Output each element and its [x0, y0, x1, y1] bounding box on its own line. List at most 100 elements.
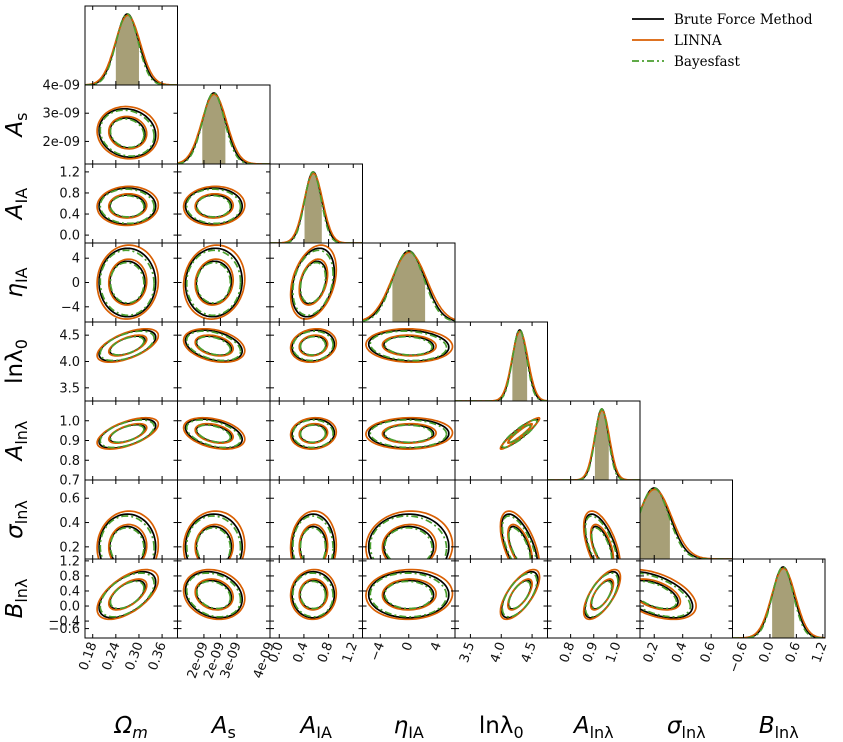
contour-6-4-series-1-level-0: [506, 523, 533, 559]
y-tick-label: 1.2: [59, 165, 80, 180]
y-tick-label: 4e-09: [42, 79, 80, 94]
contour-7-6-series-0-level-1: [640, 571, 694, 619]
contour-5-1-series-1-level-0: [194, 422, 235, 444]
contour-6-3-series-1-level-0: [381, 523, 437, 559]
x-tick-label: 0.6: [783, 640, 804, 665]
x-tick-label: 0.2: [641, 640, 662, 665]
y-tick-label: 0.2: [59, 540, 80, 555]
panel-frame-7-2: [269, 558, 363, 639]
x-tick-label: 0.4: [669, 640, 690, 665]
panel-3-0: [84, 242, 178, 323]
contour-3-1-series-1-level-0: [194, 258, 235, 306]
panel-6-2: [269, 479, 363, 560]
x-axis-label: Blnλ: [759, 713, 799, 742]
x-tick-label: 1.2: [340, 640, 361, 665]
panel-7-0: [84, 558, 178, 639]
panel-3-2: [269, 242, 363, 323]
y-tick-label: 4: [72, 252, 80, 267]
contour-5-0-series-1-level-0: [107, 422, 148, 444]
panel-4-4: [454, 321, 548, 402]
contour-7-3-series-1-level-1: [365, 568, 454, 621]
contour-5-0-series-2-level-1: [99, 419, 155, 449]
credible-band-5: [594, 408, 609, 480]
contour-6-3-series-2-level-0: [383, 526, 433, 559]
y-axis-label: As: [2, 112, 31, 138]
contour-4-2-series-2-level-0: [299, 335, 327, 356]
y-tick-label: 3.5: [59, 381, 80, 396]
marginal-6-series-2: [640, 487, 733, 559]
panel-5-4: [454, 400, 548, 481]
panel-7-5: [547, 558, 641, 639]
contour-2-0-series-0-level-1: [98, 187, 157, 226]
y-axis-label: AIA: [2, 188, 31, 221]
x-axis-label: lnλ0: [479, 713, 524, 742]
contour-6-5-series-2-level-0: [590, 526, 613, 559]
contour-7-5-series-2-level-0: [590, 580, 613, 610]
contour-7-5-series-1-level-0: [589, 578, 615, 611]
contour-7-6-series-2-level-1: [640, 572, 692, 618]
panel-7-3: [362, 558, 456, 639]
contour-2-1-series-0-level-1: [184, 187, 244, 226]
panel-frame-4-0: [84, 321, 178, 402]
contour-6-4-series-2-level-1: [501, 515, 537, 559]
x-tick-label: 0.6: [698, 640, 719, 665]
y-tick-label: 0.4: [59, 208, 80, 223]
contour-2-0-series-1-level-1: [96, 185, 160, 227]
x-tick-label: 1.0: [603, 640, 624, 665]
contour-7-2-series-1-level-0: [298, 578, 329, 611]
marginal-5-series-2: [547, 408, 640, 480]
y-tick-label: 4.0: [59, 355, 80, 370]
contour-6-5-series-1-level-1: [582, 510, 621, 559]
contour-5-3-series-0-level-1: [367, 418, 450, 449]
y-tick-label: −0.6: [48, 622, 80, 637]
y-tick-label: 0.4: [59, 516, 80, 531]
contour-6-2-series-0-level-1: [291, 513, 336, 559]
contour-4-0-series-2-level-1: [99, 330, 155, 362]
marginal-5-series-1: [547, 409, 640, 480]
legend-label-2: Bayesfast: [674, 54, 740, 70]
contour-4-1-series-2-level-0: [196, 335, 232, 356]
contour-3-0-series-2-level-0: [109, 261, 145, 304]
panel-5-0: [84, 400, 178, 481]
contour-3-1-series-0-level-1: [184, 247, 244, 318]
legend-label-0: Brute Force Method: [674, 12, 813, 28]
credible-band-3: [392, 250, 426, 322]
marginal-4-series-1: [455, 330, 548, 401]
contour-5-4-series-1-level-1: [499, 416, 541, 450]
contour-5-2-series-1-level-0: [298, 422, 329, 444]
contour-7-5-series-2-level-1: [584, 572, 619, 618]
contour-5-2-series-1-level-1: [289, 416, 338, 450]
panel-5-2: [269, 400, 363, 481]
contour-7-4-series-1-level-1: [499, 568, 541, 621]
contour-7-0-series-0-level-0: [108, 579, 146, 610]
y-tick-label: −4: [61, 300, 80, 315]
y-tick-label: 0.0: [59, 229, 80, 244]
contour-7-6-series-1-level-0: [640, 578, 682, 611]
panel-7-7: [732, 558, 826, 639]
panel-frame-5-1: [177, 400, 271, 481]
x-tick-label: 0.0: [757, 640, 778, 665]
contour-6-1-series-2-level-1: [185, 515, 242, 559]
panel-7-4: [454, 558, 548, 639]
contour-6-5-series-1-level-0: [589, 523, 615, 559]
y-tick-label: 0.4: [59, 584, 80, 599]
contour-6-4-series-1-level-1: [499, 510, 540, 559]
contour-6-3-series-2-level-1: [369, 515, 448, 559]
x-tick-label: 0.9: [580, 640, 601, 665]
contour-5-1-series-0-level-0: [195, 423, 233, 444]
contour-7-2-series-2-level-0: [299, 580, 327, 610]
panel-4-2: [269, 321, 363, 402]
y-tick-label: 2e-09: [42, 135, 80, 150]
panel-frame-7-3: [362, 558, 456, 639]
panel-4-3: [362, 321, 456, 402]
contour-3-0-series-2-level-1: [99, 249, 155, 317]
panel-2-2: [269, 163, 363, 244]
y-tick-label: 0: [72, 276, 80, 291]
credible-band-7: [772, 566, 795, 638]
x-axis-label: As: [210, 713, 236, 742]
x-tick-label: 0.30: [123, 640, 147, 672]
x-tick-label: 0.24: [100, 640, 124, 672]
contour-4-3-series-2-level-0: [383, 335, 433, 356]
contour-7-1-series-0-level-1: [184, 570, 244, 619]
panel-3-1: [177, 242, 271, 323]
